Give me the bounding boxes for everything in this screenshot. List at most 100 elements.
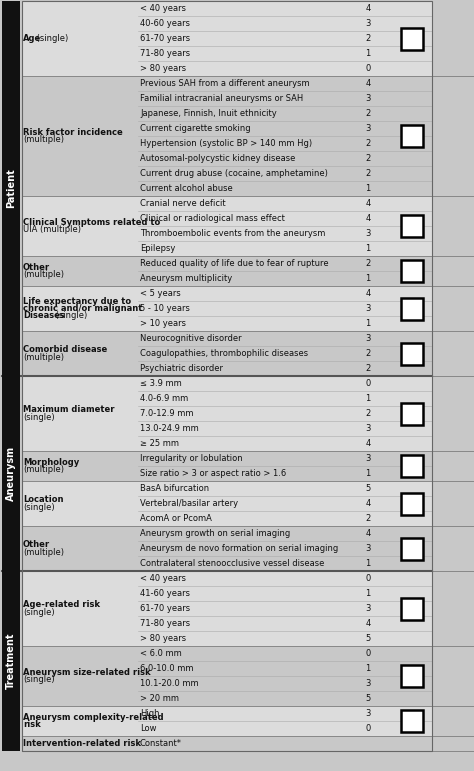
Text: 2: 2 — [365, 139, 371, 148]
Text: 5: 5 — [365, 484, 371, 493]
Bar — [401, 215, 423, 237]
Text: Cranial nerve deficit: Cranial nerve deficit — [140, 199, 226, 208]
Text: Treatment: Treatment — [6, 633, 16, 689]
Bar — [401, 125, 423, 147]
Text: Thromboembolic events from the aneurysm: Thromboembolic events from the aneurysm — [140, 229, 325, 238]
Bar — [22, 1, 432, 76]
Text: 2: 2 — [365, 34, 371, 43]
Bar — [22, 76, 432, 196]
Text: Coagulopathies, thrombophilic diseases: Coagulopathies, thrombophilic diseases — [140, 349, 308, 358]
Text: UIA (multiple): UIA (multiple) — [23, 225, 81, 234]
Bar — [432, 1, 474, 76]
Text: Location: Location — [23, 495, 64, 504]
Bar — [22, 571, 432, 646]
Text: 2: 2 — [365, 409, 371, 418]
Bar — [22, 526, 432, 571]
Text: Morphology: Morphology — [23, 458, 79, 466]
Text: (single): (single) — [35, 34, 69, 43]
Text: 13.0-24.9 mm: 13.0-24.9 mm — [140, 424, 199, 433]
Text: 4: 4 — [365, 214, 371, 223]
Text: 3: 3 — [365, 604, 371, 613]
Text: 3: 3 — [365, 424, 371, 433]
Bar — [432, 571, 474, 646]
Bar — [432, 286, 474, 331]
Text: 0: 0 — [365, 64, 371, 73]
Text: 3: 3 — [365, 679, 371, 688]
Bar — [432, 451, 474, 481]
Text: Irregularity or lobulation: Irregularity or lobulation — [140, 454, 243, 463]
Bar — [432, 76, 474, 196]
Text: 4: 4 — [365, 499, 371, 508]
Text: 0: 0 — [365, 379, 371, 388]
Bar — [432, 646, 474, 706]
Bar — [22, 196, 432, 256]
Text: 1: 1 — [365, 589, 371, 598]
Text: (multiple): (multiple) — [23, 135, 64, 144]
Text: Contralateral stenoocclusive vessel disease: Contralateral stenoocclusive vessel dise… — [140, 559, 324, 568]
Text: Maximum diameter: Maximum diameter — [23, 406, 115, 414]
Text: 2: 2 — [365, 109, 371, 118]
Bar — [2, 1, 20, 376]
Bar — [22, 1, 432, 751]
Text: > 80 years: > 80 years — [140, 64, 186, 73]
Bar — [401, 402, 423, 425]
Bar — [22, 256, 432, 286]
Text: 4: 4 — [365, 199, 371, 208]
Text: Current alcohol abuse: Current alcohol abuse — [140, 184, 233, 193]
Bar — [401, 28, 423, 49]
Text: (single): (single) — [54, 311, 88, 321]
Text: chronic and/or malignant: chronic and/or malignant — [23, 304, 142, 313]
Text: Risk factor incidence: Risk factor incidence — [23, 128, 123, 136]
Text: Previous SAH from a different aneurysm: Previous SAH from a different aneurysm — [140, 79, 310, 88]
Text: Intervention-related risk: Intervention-related risk — [23, 739, 141, 748]
Text: Current cigarette smoking: Current cigarette smoking — [140, 124, 251, 133]
Text: Clinical or radiological mass effect: Clinical or radiological mass effect — [140, 214, 285, 223]
Text: 61-70 years: 61-70 years — [140, 34, 190, 43]
Text: 2: 2 — [365, 154, 371, 163]
Text: < 40 years: < 40 years — [140, 574, 186, 583]
Text: 1: 1 — [365, 559, 371, 568]
Bar — [432, 256, 474, 286]
Text: < 5 years: < 5 years — [140, 289, 181, 298]
Bar — [401, 537, 423, 560]
Bar — [432, 526, 474, 571]
Bar — [432, 376, 474, 451]
Text: 0: 0 — [365, 724, 371, 733]
Bar — [401, 342, 423, 365]
Text: High: High — [140, 709, 159, 718]
Text: Aneurysm complexity-related: Aneurysm complexity-related — [23, 712, 164, 722]
Text: Hypertension (systolic BP > 140 mm Hg): Hypertension (systolic BP > 140 mm Hg) — [140, 139, 312, 148]
Text: (single): (single) — [23, 608, 55, 617]
Text: (multiple): (multiple) — [23, 353, 64, 362]
Text: 2: 2 — [365, 364, 371, 373]
Bar — [401, 298, 423, 319]
Text: 5 - 10 years: 5 - 10 years — [140, 304, 190, 313]
Bar — [22, 736, 432, 751]
Text: 5: 5 — [365, 634, 371, 643]
Bar — [432, 481, 474, 526]
Text: (single): (single) — [23, 503, 55, 512]
Text: Familial intracranial aneurysms or SAH: Familial intracranial aneurysms or SAH — [140, 94, 303, 103]
Text: 6.0-10.0 mm: 6.0-10.0 mm — [140, 664, 193, 673]
Text: 5: 5 — [365, 694, 371, 703]
Text: 0: 0 — [365, 649, 371, 658]
Bar — [22, 376, 432, 451]
Text: Aneurysm multiplicity: Aneurysm multiplicity — [140, 274, 232, 283]
Bar — [22, 706, 432, 736]
Text: Clinical Symptoms related to: Clinical Symptoms related to — [23, 217, 160, 227]
Text: < 40 years: < 40 years — [140, 4, 186, 13]
Text: Aneurysm de novo formation on serial imaging: Aneurysm de novo formation on serial ima… — [140, 544, 338, 553]
Text: AcomA or PcomA: AcomA or PcomA — [140, 514, 212, 523]
Text: 4: 4 — [365, 529, 371, 538]
Text: Other: Other — [23, 263, 50, 271]
Bar — [2, 376, 20, 571]
Text: (single): (single) — [23, 675, 55, 684]
Text: 40-60 years: 40-60 years — [140, 19, 190, 28]
Text: 71-80 years: 71-80 years — [140, 49, 190, 58]
Text: Size ratio > 3 or aspect ratio > 1.6: Size ratio > 3 or aspect ratio > 1.6 — [140, 469, 286, 478]
Text: 4: 4 — [365, 4, 371, 13]
Bar — [2, 571, 20, 751]
Text: Current drug abuse (cocaine, amphetamine): Current drug abuse (cocaine, amphetamine… — [140, 169, 328, 178]
Text: 2: 2 — [365, 259, 371, 268]
Text: Japanese, Finnish, Inuit ethnicity: Japanese, Finnish, Inuit ethnicity — [140, 109, 277, 118]
